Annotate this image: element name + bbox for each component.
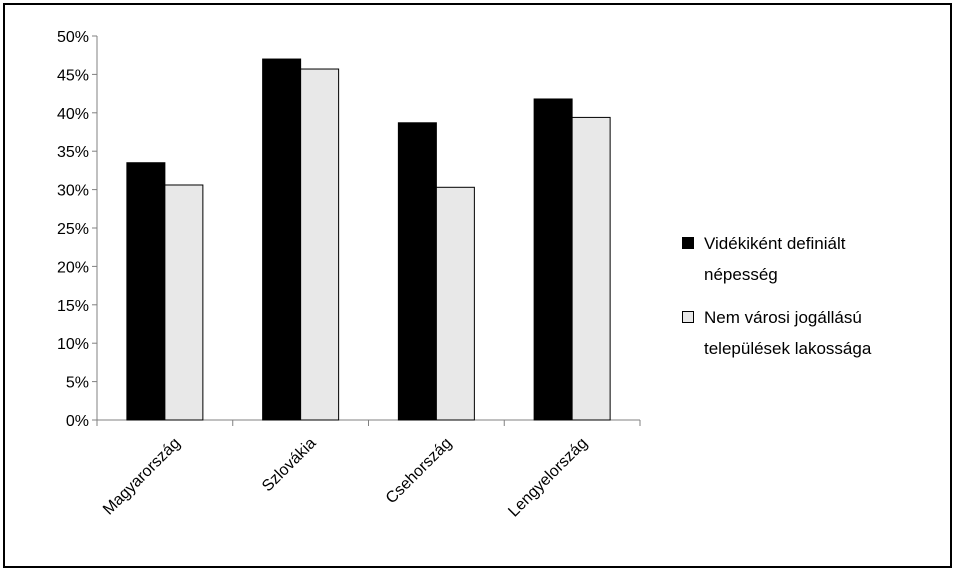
bar	[435, 186, 475, 421]
y-tick-label: 25%	[57, 221, 89, 238]
y-tick-label: 10%	[57, 336, 89, 353]
y-tick-label: 50%	[57, 29, 89, 46]
legend-label-series-2: Nem városi jogállású települések lakossá…	[704, 308, 872, 358]
bar	[300, 68, 340, 421]
legend-label-series-1: Vidékiként definiált népesség	[704, 234, 846, 284]
bar	[126, 162, 166, 421]
bar	[262, 58, 302, 421]
x-tick-label: Csehország	[383, 435, 455, 507]
legend-item-series-1: Vidékiként definiált népesség	[682, 228, 952, 290]
bar	[397, 122, 437, 421]
y-tick-label: 20%	[57, 259, 89, 276]
y-tick-label: 40%	[57, 106, 89, 123]
y-tick-label: 5%	[66, 375, 89, 392]
y-tick-label: 35%	[57, 144, 89, 161]
legend: Vidékiként definiált népesség Nem városi…	[682, 228, 952, 376]
x-tick-label: Magyarország	[100, 435, 184, 519]
y-tick-label: 0%	[66, 413, 89, 430]
bar	[571, 116, 611, 421]
x-tick-label: Lengyelország	[505, 435, 591, 521]
y-tick-label: 30%	[57, 183, 89, 200]
x-tick-label: Szlovákia	[259, 435, 320, 496]
y-tick-label: 45%	[57, 67, 89, 84]
bar	[164, 184, 204, 421]
legend-swatch-series-2	[682, 311, 694, 323]
legend-swatch-series-1	[682, 237, 694, 249]
legend-item-series-2: Nem városi jogállású települések lakossá…	[682, 302, 952, 364]
bar	[533, 98, 573, 421]
y-tick-label: 15%	[57, 298, 89, 315]
